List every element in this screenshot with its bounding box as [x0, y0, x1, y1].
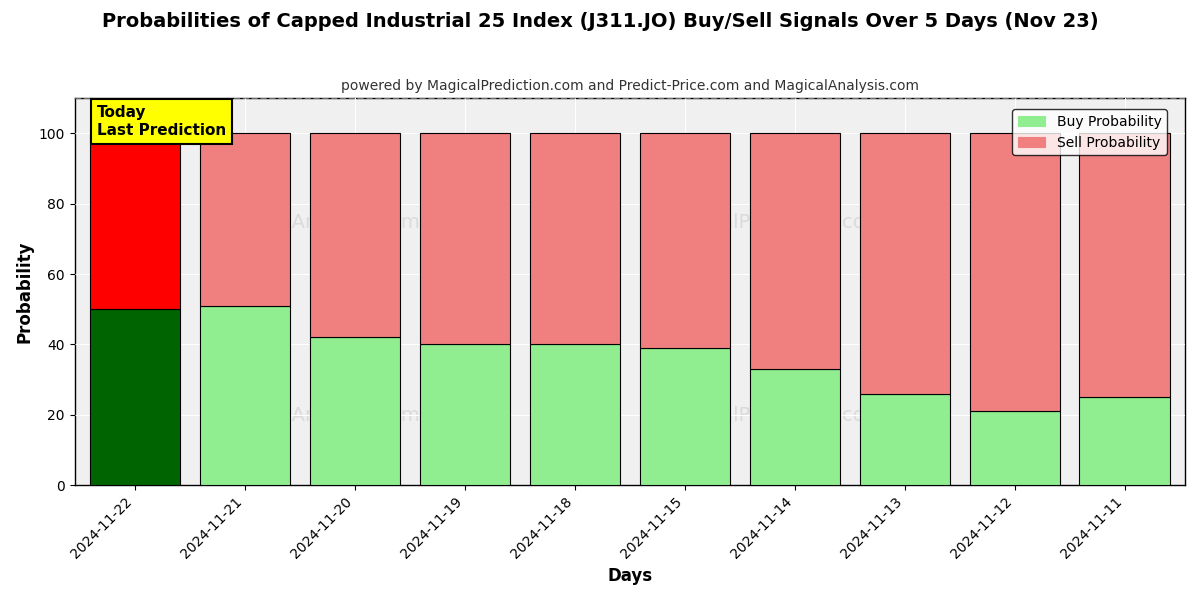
Bar	[310, 133, 400, 337]
Bar	[310, 337, 400, 485]
Text: MagicalAnalysis.com: MagicalAnalysis.com	[217, 212, 420, 232]
Bar	[750, 369, 840, 485]
X-axis label: Days: Days	[607, 567, 653, 585]
Bar	[200, 133, 290, 306]
Text: Probabilities of Capped Industrial 25 Index (J311.JO) Buy/Sell Signals Over 5 Da: Probabilities of Capped Industrial 25 In…	[102, 12, 1098, 31]
Bar	[1080, 133, 1170, 397]
Text: Today
Last Prediction: Today Last Prediction	[97, 106, 226, 138]
Bar	[420, 133, 510, 344]
Bar	[640, 133, 730, 348]
Bar	[1080, 397, 1170, 485]
Bar	[859, 394, 949, 485]
Text: MagicalAnalysis.com: MagicalAnalysis.com	[217, 406, 420, 425]
Bar	[970, 133, 1060, 411]
Bar	[200, 306, 290, 485]
Legend: Buy Probability, Sell Probability: Buy Probability, Sell Probability	[1012, 109, 1166, 155]
Bar	[970, 411, 1060, 485]
Text: MagicalPrediction.com: MagicalPrediction.com	[665, 212, 884, 232]
Bar	[420, 344, 510, 485]
Bar	[90, 309, 180, 485]
Bar	[529, 133, 620, 344]
Y-axis label: Probability: Probability	[16, 241, 34, 343]
Bar	[90, 133, 180, 309]
Bar	[750, 133, 840, 369]
Bar	[640, 348, 730, 485]
Bar	[529, 344, 620, 485]
Title: powered by MagicalPrediction.com and Predict-Price.com and MagicalAnalysis.com: powered by MagicalPrediction.com and Pre…	[341, 79, 919, 93]
Bar	[859, 133, 949, 394]
Text: MagicalPrediction.com: MagicalPrediction.com	[665, 406, 884, 425]
